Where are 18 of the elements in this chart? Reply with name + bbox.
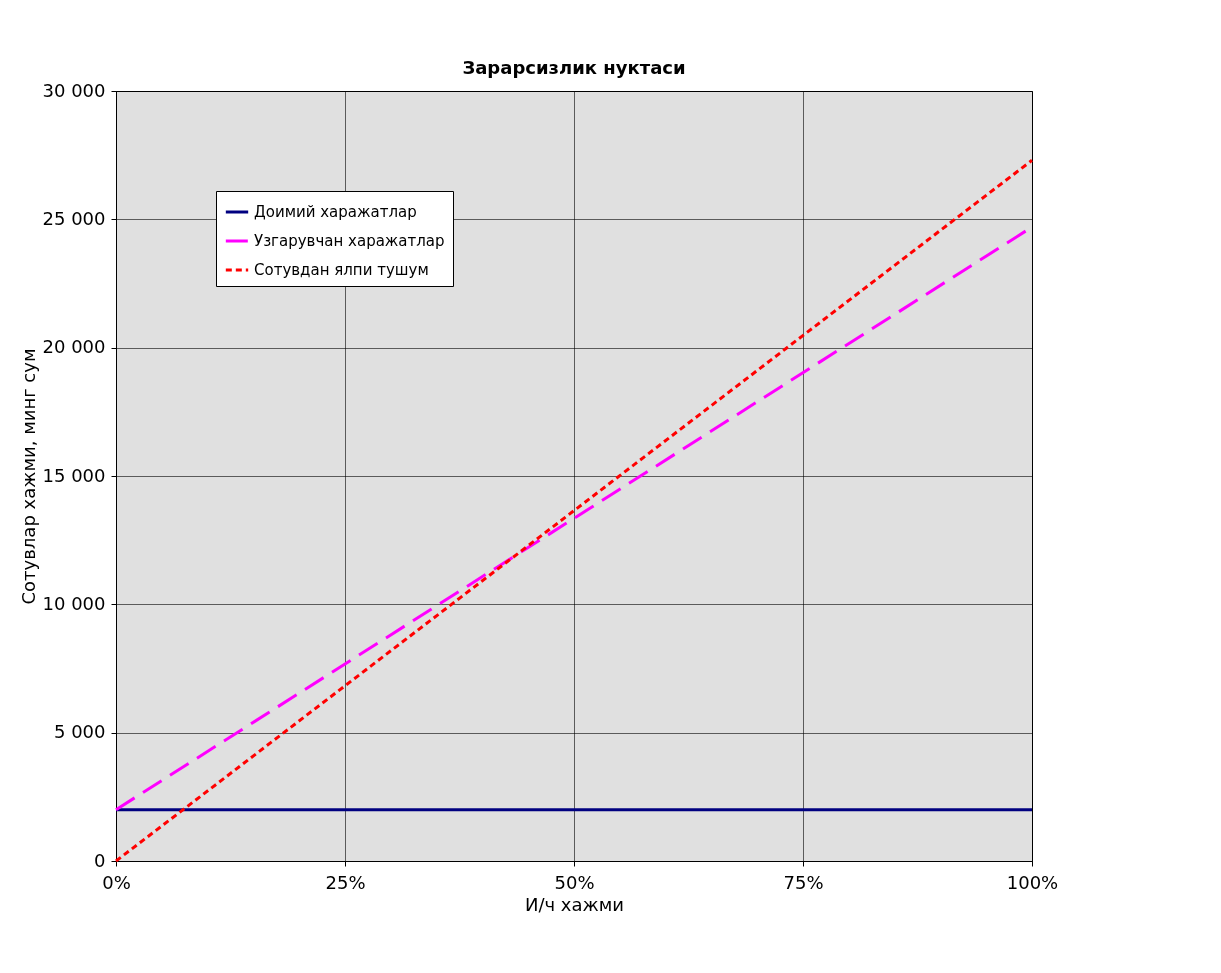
legend-label: Доимий харажатлар [254,203,417,221]
chart-title: Зарарсизлик нуктаси [462,57,686,78]
legend-label: Узгарувчан харажатлар [254,232,445,250]
y-tick-label: 15 000 [42,464,106,486]
x-tick-label: 100% [1006,871,1059,893]
x-tick-label: 75% [783,871,824,893]
y-tick-label: 25 000 [42,207,106,229]
x-axis-title: И/ч хажми [524,893,625,915]
x-tick-label: 50% [554,871,595,893]
y-tick-label: 0 [94,849,106,871]
y-tick-label: 30 000 [42,79,106,101]
y-axis-title: Сотувлар хажми, минг сум [17,348,39,605]
y-tick-label: 5 000 [53,721,106,743]
x-tick-label: 0% [102,871,131,893]
legend-label: Сотувдан ялпи тушум [254,261,429,279]
y-tick-label: 10 000 [42,592,106,614]
x-tick-label: 25% [325,871,366,893]
y-tick-label: 20 000 [42,336,106,358]
